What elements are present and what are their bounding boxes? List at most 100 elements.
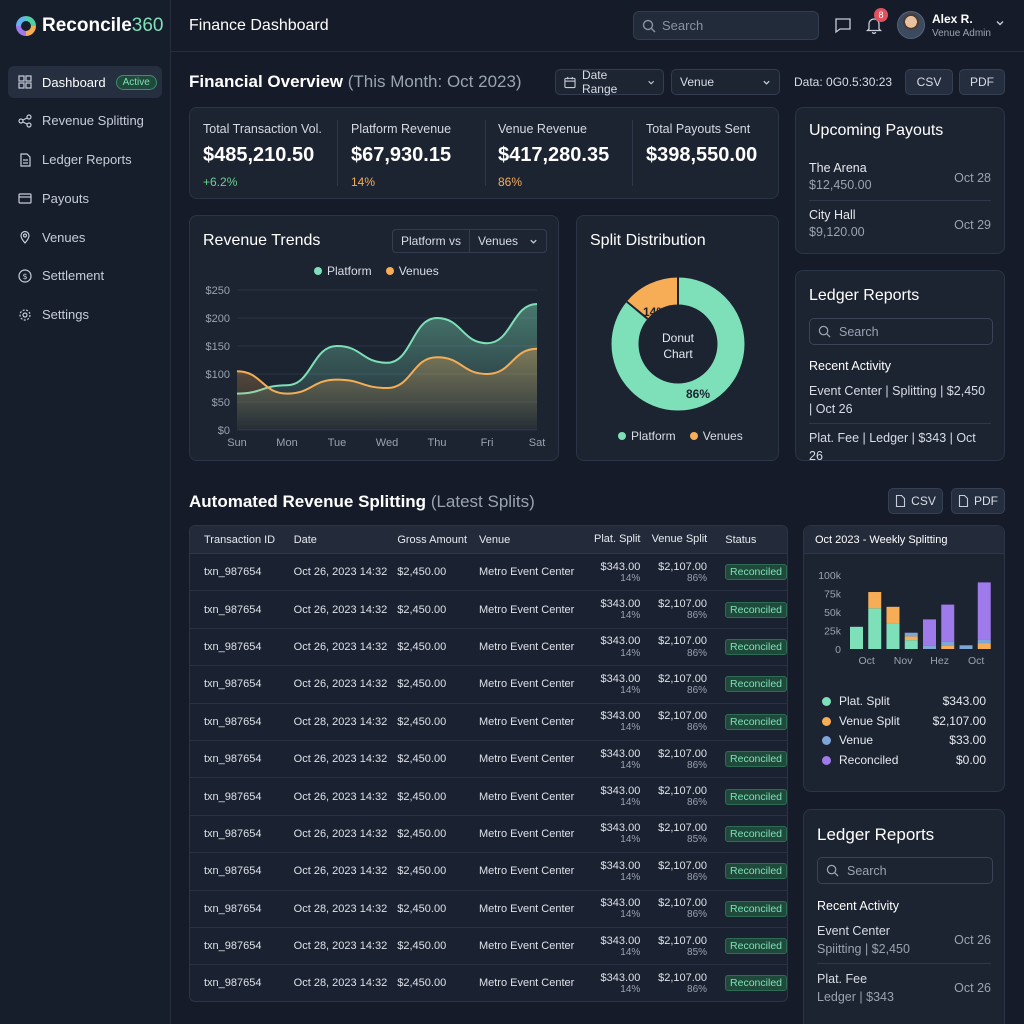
cell-transaction-id: txn_987654 bbox=[204, 827, 262, 840]
cell-plat-split: $343.00 14% bbox=[600, 897, 641, 921]
ledger-search-input[interactable]: Search bbox=[809, 318, 993, 345]
ledger-search-input[interactable]: Search bbox=[817, 857, 993, 884]
y-tick-label: 100k bbox=[818, 570, 842, 582]
payout-item[interactable]: City Hall $9,120.00 Oct 29 bbox=[809, 208, 991, 252]
sidebar-item-ledger-reports[interactable]: Ledger Reports bbox=[8, 144, 162, 176]
kpi-value: $67,930.15 bbox=[351, 144, 452, 166]
data-label-venues: 86% bbox=[686, 387, 710, 401]
payout-item[interactable]: The Arena $12,450.00 Oct 28 bbox=[809, 161, 991, 205]
table-row[interactable]: txn_987654 Oct 26, 2023 14:32 $2,450.00 Met… bbox=[190, 816, 787, 854]
sidebar-item-revenue-splitting[interactable]: Revenue Splitting bbox=[8, 105, 162, 137]
table-row[interactable]: txn_987654 Oct 28, 2023 14:32 $2,450.00 Met… bbox=[190, 965, 787, 1001]
chevron-down-icon[interactable] bbox=[995, 18, 1005, 28]
table-row[interactable]: txn_987654 Oct 26, 2023 14:32 $2,450.00 Met… bbox=[190, 778, 787, 816]
cell-venue: Metro Event Center bbox=[478, 865, 575, 878]
table-row[interactable]: txn_987654 Oct 26, 2023 14:32 $2,450.00 Met… bbox=[190, 591, 787, 629]
column-header[interactable]: Venue Split bbox=[651, 533, 708, 546]
legend-swatch bbox=[689, 432, 698, 440]
cell-gross: $2,450.00 bbox=[397, 603, 447, 616]
cell-plat-split: $343.00 14% bbox=[600, 822, 641, 846]
cell-venue: Metro Event Center bbox=[478, 753, 575, 766]
column-header[interactable]: Status bbox=[725, 533, 757, 546]
brand[interactable]: Reconcile360 bbox=[0, 0, 170, 52]
table-row[interactable]: txn_987654 Oct 26, 2023 14:32 $2,450.00 Met… bbox=[190, 629, 787, 667]
cell-plat-split: $343.00 14% bbox=[600, 560, 641, 584]
legend-swatch bbox=[385, 267, 394, 275]
column-header[interactable]: Venue bbox=[479, 533, 511, 546]
column-header[interactable]: Plat. Split bbox=[594, 533, 641, 546]
csv-button[interactable]: CSV bbox=[905, 69, 953, 95]
bar-segment-plat-split bbox=[850, 626, 863, 649]
cell-venue: Metro Event Center bbox=[478, 790, 575, 803]
cell-venue: Metro Event Center bbox=[478, 566, 575, 579]
activity-item[interactable]: Event Center | Splitting | $2,450 | Oct … bbox=[809, 384, 986, 416]
splits-table: Transaction ID Date Gross Amount Venue P… bbox=[189, 525, 788, 1002]
status-badge: Reconciled bbox=[725, 938, 787, 955]
x-tick-label: Oct bbox=[968, 655, 984, 667]
sidebar-item-settings[interactable]: Settings bbox=[8, 299, 162, 331]
cell-date: Oct 28, 2023 14:32 bbox=[293, 902, 388, 915]
avatar[interactable] bbox=[897, 11, 925, 39]
date-range-select[interactable]: Date Range bbox=[555, 68, 664, 96]
recent-activity-label: Recent Activity bbox=[809, 359, 891, 373]
table-row[interactable]: txn_987654 Oct 26, 2023 14:32 $2,450.00 Met… bbox=[190, 853, 787, 891]
bar-segment-venue-split bbox=[941, 645, 955, 649]
bar-segment-reconciled bbox=[941, 604, 955, 642]
cell-transaction-id: txn_987654 bbox=[204, 977, 262, 990]
column-header[interactable]: Date bbox=[293, 533, 317, 546]
activity-item[interactable]: Event Center Spiitting | $2,450 Oct 26 bbox=[817, 923, 991, 958]
button-label: CSV bbox=[911, 494, 936, 508]
bar-segment-venue-split bbox=[904, 636, 918, 641]
table-row[interactable]: txn_987654 Oct 28, 2023 14:32 $2,450.00 Met… bbox=[190, 704, 787, 741]
splitting-pdf-button[interactable]: PDF bbox=[951, 488, 1005, 514]
table-row[interactable]: txn_987654 Oct 28, 2023 14:32 $2,450.00 Met… bbox=[190, 928, 787, 966]
platform-select[interactable]: Platform vs bbox=[392, 229, 470, 253]
brand-logo-icon bbox=[16, 16, 36, 36]
splitting-csv-button[interactable]: CSV bbox=[888, 488, 943, 514]
y-tick-label: 50k bbox=[824, 607, 842, 619]
bar-segment-plat-split bbox=[904, 640, 918, 649]
column-header[interactable]: Transaction ID bbox=[204, 533, 276, 546]
kpi-divider bbox=[632, 120, 633, 186]
cell-status: Reconciled bbox=[707, 938, 787, 955]
cell-plat-split: $343.00 14% bbox=[600, 934, 641, 958]
table-row[interactable]: txn_987654 Oct 26, 2023 14:32 $2,450.00 Met… bbox=[190, 666, 787, 704]
activity-date: Oct 26 bbox=[954, 933, 991, 947]
kpi-total-volume: Total Transaction Vol. $485,210.50 +6.2% bbox=[203, 122, 343, 189]
legend-swatch bbox=[822, 716, 831, 726]
file-icon bbox=[896, 495, 906, 507]
cell-gross: $2,450.00 bbox=[397, 940, 447, 953]
cell-transaction-id: txn_987654 bbox=[204, 678, 262, 691]
venue-select[interactable]: Venue bbox=[671, 69, 780, 95]
search-input[interactable]: Search bbox=[633, 11, 819, 40]
sidebar-item-settlement[interactable]: $ Settlement bbox=[8, 260, 162, 292]
cell-venue-split: $2,107.00 86% bbox=[658, 747, 708, 771]
bar-segment-venue bbox=[959, 645, 973, 649]
table-row[interactable]: txn_987654 Oct 28, 2023 14:32 $2,450.00 Met… bbox=[190, 891, 787, 928]
donut-center-label: Chart bbox=[663, 347, 693, 361]
legend-item-venues: Venues bbox=[689, 429, 743, 443]
overview-subtitle: (This Month: Oct 2023) bbox=[347, 72, 522, 91]
message-icon[interactable] bbox=[834, 16, 852, 34]
activity-item[interactable]: Plat. Fee Ledger | $343 Oct 26 bbox=[817, 971, 991, 1006]
cell-gross: $2,450.00 bbox=[397, 902, 447, 915]
pdf-button[interactable]: PDF bbox=[959, 69, 1005, 95]
cell-gross: $2,450.00 bbox=[397, 790, 447, 803]
chart-legend: Platform Venues bbox=[618, 429, 743, 443]
activity-item[interactable]: Plat. Fee | Ledger | $343 | Oct 26 bbox=[809, 431, 976, 463]
column-header[interactable]: Gross Amount bbox=[397, 533, 468, 546]
legend-swatch bbox=[822, 735, 831, 745]
legend-row-reconciled: Reconciled $0.00 bbox=[822, 750, 986, 770]
status-badge: Reconciled bbox=[725, 751, 787, 768]
status-badge: Reconciled bbox=[725, 564, 787, 581]
cell-venue-split: $2,107.00 86% bbox=[658, 784, 708, 809]
sidebar-item-venues[interactable]: Venues bbox=[8, 221, 162, 253]
y-tick-label: $50 bbox=[212, 397, 230, 409]
cell-venue-split: $2,107.00 86% bbox=[658, 897, 708, 921]
kpi-delta: 86% bbox=[498, 175, 523, 189]
venues-select[interactable]: Venues bbox=[469, 229, 547, 253]
sidebar-item-dashboard[interactable]: Dashboard Active bbox=[8, 66, 162, 98]
sidebar-item-payouts[interactable]: Payouts bbox=[8, 182, 162, 214]
table-row[interactable]: txn_987654 Oct 26, 2023 14:32 $2,450.00 Met… bbox=[190, 554, 787, 592]
table-row[interactable]: txn_987654 Oct 26, 2023 14:32 $2,450.00 Met… bbox=[190, 741, 787, 779]
